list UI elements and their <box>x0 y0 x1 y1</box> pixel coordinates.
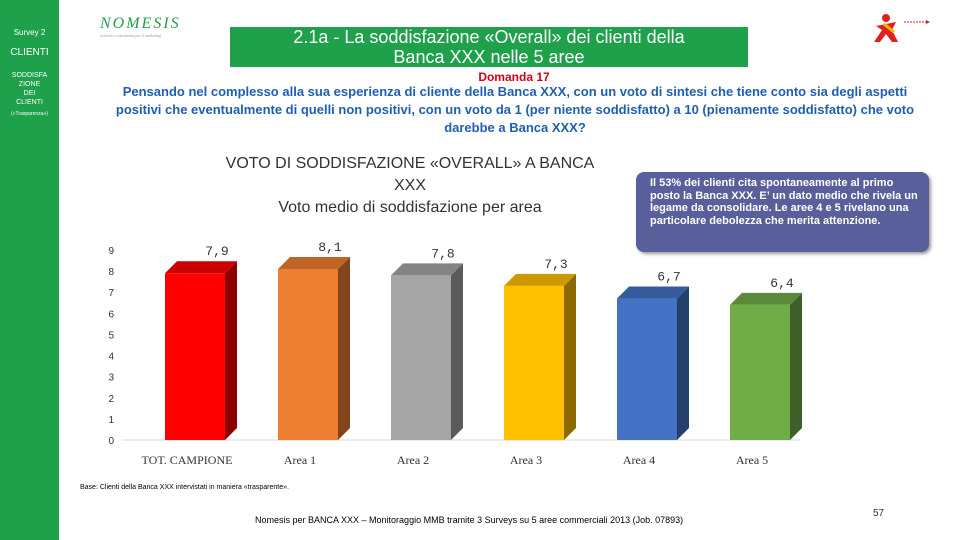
x-tick-label: Area 5 <box>736 453 768 467</box>
y-tick-label: 0 <box>108 436 114 447</box>
data-label: 8,1 <box>318 240 342 255</box>
bar <box>504 285 564 440</box>
section-label: CLIENTI <box>10 47 49 58</box>
bar-side <box>677 286 689 440</box>
bar <box>278 269 338 440</box>
chart-title-line-1: VOTO DI SODDISFAZIONE «OVERALL» A BANCA <box>225 155 595 172</box>
title-line-2: Banca XXX nelle 5 aree <box>393 47 585 67</box>
sidebar: Survey 2 CLIENTI SODDISFA ZIONE DEI CLIE… <box>0 0 59 540</box>
subsection-note: («Trasparenza») <box>11 111 48 117</box>
data-label: 7,9 <box>205 244 228 259</box>
page-number: 57 <box>873 508 885 519</box>
bar-side <box>338 257 350 440</box>
bar-side <box>564 273 576 440</box>
bar-side <box>225 261 237 440</box>
base-note: Base: Clienti della Banca XXX intervista… <box>80 484 289 491</box>
bar <box>165 273 225 440</box>
y-tick-label: 6 <box>108 309 114 320</box>
subsection-line-3: DEI <box>23 90 36 97</box>
y-tick-label: 7 <box>108 288 114 299</box>
subsection-line-4: CLIENTI <box>16 99 43 106</box>
logo-text: NOMESIS <box>100 15 181 32</box>
chart-title-line-3: Voto medio di soddisfazione per area <box>278 199 542 216</box>
footer-text: Nomesis per BANCA XXX – Monitoraggio MMB… <box>255 515 684 525</box>
question-text: Pensando nel complesso alla sua esperien… <box>115 84 915 135</box>
x-tick-label: Area 3 <box>510 453 542 467</box>
bar-side <box>790 292 802 440</box>
bar <box>730 304 790 440</box>
slide-title: 2.1a - La soddisfazione «Overall» dei cl… <box>230 27 748 67</box>
y-tick-label: 3 <box>108 373 114 384</box>
data-label: 7,3 <box>544 257 567 272</box>
corner-logo-icon <box>874 14 930 42</box>
y-tick-label: 9 <box>108 246 114 257</box>
data-label: 6,7 <box>657 270 680 285</box>
bar-top <box>165 261 237 274</box>
chart-title-line-2: XXX <box>393 177 426 194</box>
bar <box>617 298 677 440</box>
title-line-1: 2.1a - La soddisfazione «Overall» dei cl… <box>293 27 685 47</box>
y-tick-label: 2 <box>108 394 114 405</box>
data-label: 6,4 <box>770 276 794 291</box>
bar-top <box>730 292 802 305</box>
y-tick-label: 5 <box>108 330 114 341</box>
bar-top <box>504 273 576 286</box>
nomesis-logo: NOMESIS ricerche e consulenza per il mar… <box>100 15 181 38</box>
bar-side <box>451 263 463 440</box>
chart-title: VOTO DI SODDISFAZIONE «OVERALL» A BANCA … <box>200 153 620 219</box>
bar-top <box>617 286 689 299</box>
logo-tagline: ricerche e consulenza per il marketing <box>100 33 161 38</box>
question-number: Domanda 17 <box>478 70 550 84</box>
x-tick-label: TOT. CAMPIONE <box>142 453 233 467</box>
data-label: 7,8 <box>431 246 454 261</box>
x-tick-label: Area 4 <box>623 453 655 467</box>
bar-top <box>391 263 463 276</box>
bar-top <box>278 257 350 269</box>
insight-callout: Il 53% dei clienti cita spontaneamente a… <box>636 172 929 252</box>
y-tick-label: 4 <box>108 352 114 363</box>
bar <box>391 275 451 440</box>
x-tick-label: Area 1 <box>284 453 316 467</box>
y-tick-label: 8 <box>108 267 114 278</box>
subsection-line-2: ZIONE <box>18 81 41 88</box>
survey-label: Survey 2 <box>13 28 46 37</box>
subsection-line-1: SODDISFA <box>11 72 48 79</box>
x-tick-label: Area 2 <box>397 453 429 467</box>
y-tick-label: 1 <box>108 415 114 426</box>
